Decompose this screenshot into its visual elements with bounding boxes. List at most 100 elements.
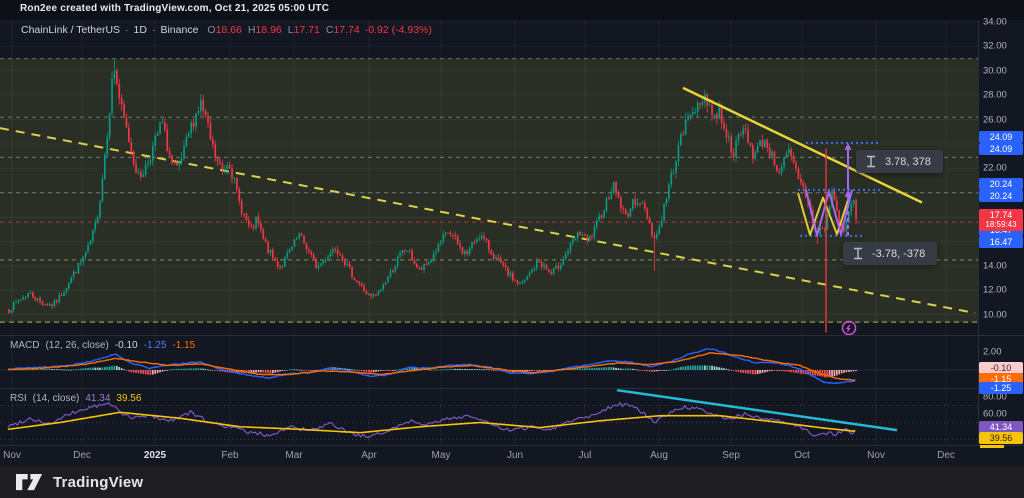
legend-separator: · bbox=[151, 24, 156, 36]
candle-body bbox=[538, 260, 541, 262]
macd-histogram-bar bbox=[680, 366, 682, 370]
pane-divider-rsi[interactable] bbox=[0, 388, 1024, 389]
macd-legend[interactable]: MACD (12, 26, close) -0.10 -1.25 -1.15 bbox=[10, 340, 195, 351]
rsi-legend[interactable]: RSI (14, close) 41.34 39.56 bbox=[10, 393, 141, 404]
macd-histogram-bar bbox=[828, 370, 831, 377]
tradingview-logo-icon[interactable] bbox=[16, 473, 43, 492]
pane-divider-macd[interactable] bbox=[0, 335, 1024, 336]
candle-body bbox=[502, 262, 505, 266]
chart-canvas[interactable] bbox=[0, 0, 1024, 466]
candle-body bbox=[533, 268, 536, 270]
symbol-legend[interactable]: ChainLink / TetherUS · 1D · Binance O18.… bbox=[21, 24, 432, 36]
candle-body bbox=[531, 269, 533, 273]
candle-body bbox=[183, 145, 185, 158]
time-axis[interactable]: Nov Dec 2025 Feb Mar Apr May Jun Jul Aug Sep Oct Nov… bbox=[0, 445, 1024, 466]
macd-histogram-bar bbox=[202, 368, 205, 370]
macd-histogram-bar bbox=[468, 369, 471, 370]
candle-body bbox=[444, 232, 447, 235]
channel-fill bbox=[0, 58, 978, 323]
rsi-tick: 60.00 bbox=[983, 408, 1007, 420]
candle-body bbox=[756, 145, 759, 153]
macd-histogram-bar bbox=[480, 369, 483, 371]
candle-body bbox=[32, 292, 34, 298]
brand-bar: TradingView bbox=[0, 466, 1024, 498]
macd-histogram-bar bbox=[761, 370, 764, 373]
candle-body bbox=[346, 263, 349, 266]
candle-body bbox=[473, 242, 476, 244]
macd-histogram-bar bbox=[466, 369, 469, 370]
macd-histogram-bar bbox=[262, 370, 265, 373]
macd-histogram-bar bbox=[538, 370, 541, 371]
macd-histogram-bar bbox=[137, 370, 140, 374]
macd-title[interactable]: MACD bbox=[10, 340, 40, 351]
candle-body bbox=[492, 253, 495, 259]
macd-histogram-bar bbox=[288, 369, 291, 371]
candle-body bbox=[356, 280, 358, 282]
macd-histogram-bar bbox=[584, 368, 586, 370]
macd-histogram-bar bbox=[788, 370, 790, 372]
candle-body bbox=[598, 215, 601, 221]
candle-body bbox=[855, 200, 857, 220]
symbol-exchange: Binance bbox=[160, 24, 199, 36]
candle-body bbox=[490, 249, 493, 254]
price-range-icon bbox=[867, 155, 875, 168]
symbol-title[interactable]: ChainLink / TetherUS bbox=[21, 24, 121, 36]
macd-histogram-bar bbox=[800, 370, 802, 374]
macd-histogram-bar bbox=[725, 368, 728, 370]
macd-histogram-bar bbox=[716, 366, 718, 370]
candle-body bbox=[716, 114, 718, 119]
macd-histogram-bar bbox=[142, 370, 145, 374]
candle-body bbox=[476, 239, 478, 243]
macd-histogram-bar bbox=[231, 370, 233, 373]
candle-body bbox=[120, 98, 123, 105]
macd-histogram-bar bbox=[365, 370, 368, 372]
candle-body bbox=[46, 304, 49, 306]
candle-body bbox=[329, 252, 332, 257]
month-label: Sep bbox=[722, 450, 740, 461]
candle-body bbox=[660, 220, 663, 228]
macd-histogram-bar bbox=[836, 370, 838, 376]
candle-body bbox=[44, 304, 46, 306]
macd-histogram-bar bbox=[617, 368, 620, 370]
macd-histogram-bar bbox=[380, 370, 382, 371]
candle-body bbox=[161, 122, 164, 124]
price-level-badge: 24.09 bbox=[979, 130, 1023, 143]
macd-histogram-bar bbox=[197, 368, 200, 370]
measure-tooltip-up: 3.78, 378 bbox=[856, 150, 943, 173]
candle-body bbox=[394, 265, 397, 272]
candle-body bbox=[312, 254, 315, 259]
macd-histogram-bar bbox=[149, 370, 152, 376]
macd-histogram-bar bbox=[461, 368, 464, 370]
macd-histogram-bar bbox=[144, 370, 147, 375]
candle-body bbox=[543, 264, 545, 267]
candle-body bbox=[72, 271, 75, 278]
macd-histogram-bar bbox=[416, 367, 418, 370]
month-label: Jul bbox=[578, 450, 592, 461]
macd-histogram-bar bbox=[831, 370, 833, 377]
rsi-value-badge: 39.56 bbox=[979, 432, 1023, 444]
candle-body bbox=[250, 224, 253, 227]
candle-body bbox=[34, 297, 37, 301]
candle-body bbox=[574, 238, 577, 240]
rsi-title[interactable]: RSI bbox=[10, 393, 27, 404]
macd-histogram-bar bbox=[310, 370, 313, 371]
macd-histogram-bar bbox=[483, 369, 485, 371]
macd-histogram-bar bbox=[32, 369, 34, 371]
symbol-interval[interactable]: 1D bbox=[133, 24, 147, 36]
candle-body bbox=[99, 201, 101, 217]
macd-histogram-bar bbox=[248, 370, 250, 373]
candle-body bbox=[644, 202, 646, 209]
price-axis[interactable]: 34.00 32.00 30.00 28.00 26.00 22.00 14.00 12.00… bbox=[978, 17, 1024, 445]
macd-histogram-bar bbox=[459, 368, 461, 370]
candle-body bbox=[504, 265, 507, 268]
brand-name[interactable]: TradingView bbox=[53, 473, 144, 491]
candle-body bbox=[740, 134, 742, 136]
month-label: Oct bbox=[794, 450, 810, 461]
candle-body bbox=[687, 116, 689, 120]
macd-histogram-bar bbox=[478, 369, 481, 371]
macd-histogram-bar bbox=[692, 365, 694, 370]
ohlc-item: O18.66 bbox=[207, 24, 242, 36]
rsi-tick: 80.00 bbox=[983, 391, 1007, 403]
macd-histogram-bar bbox=[435, 369, 437, 371]
month-label: Dec bbox=[937, 450, 955, 461]
